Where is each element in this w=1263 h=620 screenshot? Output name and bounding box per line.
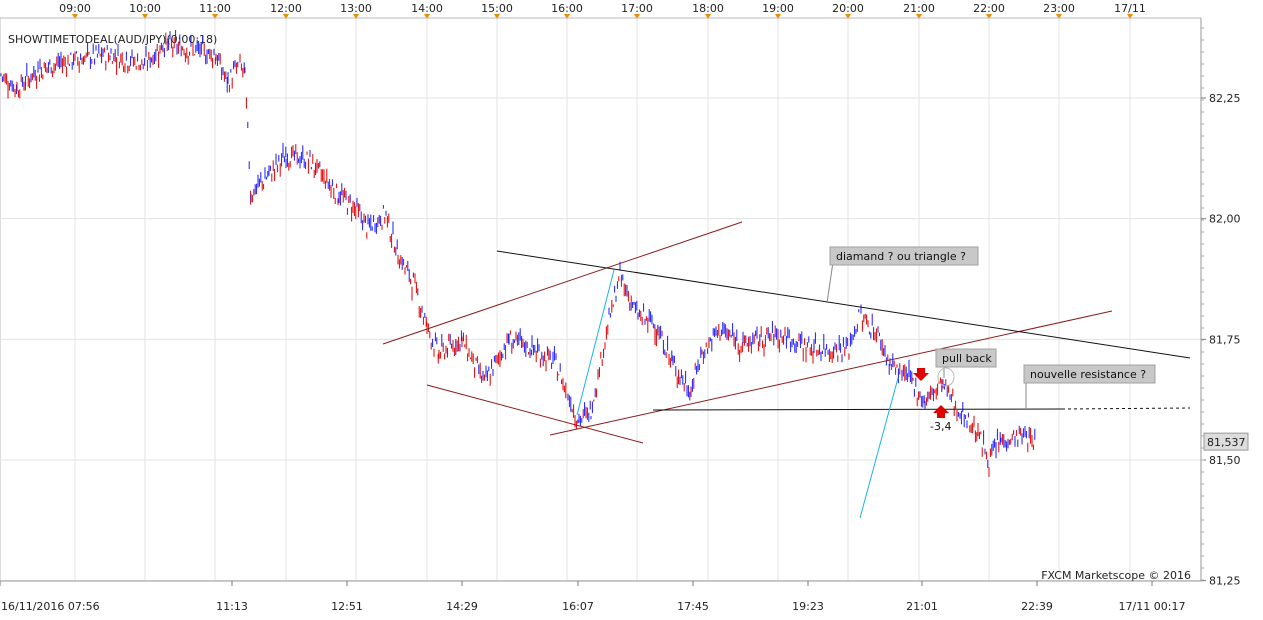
horizontal-support-line [652, 408, 1063, 411]
top-time-tick: 20:00 [832, 2, 864, 15]
buy-arrow-icon [933, 405, 949, 418]
top-time-tick: 13:00 [340, 2, 372, 15]
candles-group [0, 30, 1036, 477]
y-tick-label: 81,25 [1209, 575, 1241, 588]
annotation-delta: -3,4 [930, 420, 951, 433]
bottom-time-tick: 16:07 [562, 600, 594, 613]
time-marker-icon [424, 14, 430, 19]
y-tick-label: 81,75 [1209, 333, 1241, 346]
top-time-tick: 16:00 [551, 2, 583, 15]
top-time-tick: 11:00 [199, 2, 231, 15]
bottom-time-tick: 19:23 [792, 600, 824, 613]
time-marker-icon [564, 14, 570, 19]
time-marker-icon [775, 14, 781, 19]
last-price-label: 81,537 [1207, 436, 1246, 449]
bottom-time-tick: 17:45 [677, 600, 709, 613]
time-marker-icon [634, 14, 640, 19]
bottom-time-tick: 16/11/2016 07:56 [1, 600, 100, 613]
bottom-time-tick: 14:29 [446, 600, 478, 613]
y-tick-label: 82,00 [1209, 213, 1241, 226]
time-marker-icon [1127, 14, 1133, 19]
top-time-tick: 10:00 [129, 2, 161, 15]
sell-arrow-icon [913, 368, 929, 381]
annotation-diamond-box [829, 246, 979, 266]
time-marker-icon [986, 14, 992, 19]
time-marker-icon [212, 14, 218, 19]
time-marker-icon [916, 14, 922, 19]
top-time-tick: 18:00 [692, 2, 724, 15]
cyan-impulse-line [576, 269, 615, 416]
top-time-tick: 12:00 [270, 2, 302, 15]
time-marker-icon [72, 14, 78, 19]
top-time-tick: 17:00 [621, 2, 653, 15]
bottom-time-tick: 21:01 [906, 600, 938, 613]
top-time-tick: 09:00 [59, 2, 91, 15]
last-price-box [1203, 432, 1249, 451]
bottom-time-tick: 12:51 [331, 600, 363, 613]
top-time-tick: 21:00 [903, 2, 935, 15]
trendline-upper-channel [382, 221, 743, 345]
annotation-resistance: nouvelle resistance ? [1030, 368, 1146, 381]
top-time-tick: 22:00 [973, 2, 1005, 15]
top-time-tick: 23:00 [1043, 2, 1075, 15]
top-time-tick: 14:00 [411, 2, 443, 15]
annotation-pullback: pull back [942, 352, 992, 365]
watermark-text: FXCM Marketscope © 2016 [1041, 569, 1191, 582]
annotation-connector [826, 261, 834, 304]
time-marker-icon [353, 14, 359, 19]
y-tick-label: 82,25 [1209, 92, 1241, 105]
annotation-resistance-box [1023, 364, 1156, 384]
annotation-diamond: diamand ? ou triangle ? [836, 250, 966, 263]
top-time-tick: 15:00 [481, 2, 513, 15]
time-marker-icon [845, 14, 851, 19]
y-tick-label: 81,50 [1209, 454, 1241, 467]
bottom-time-tick: 22:39 [1021, 600, 1053, 613]
time-marker-icon [494, 14, 500, 19]
chart-title: SHOWTIMETODEAL(AUD/JPY)(0:00:18) [8, 33, 217, 46]
time-marker-icon [705, 14, 711, 19]
annotation-pullback-box [935, 348, 997, 368]
cyan-projection-line [859, 377, 899, 519]
top-axis [0, 0, 1263, 18]
bottom-time-tick: 11:13 [216, 600, 248, 613]
time-marker-icon [1056, 14, 1062, 19]
trendline-descending-resistance [496, 250, 1191, 359]
top-time-tick: 17/11 [1114, 2, 1146, 15]
plot-area [0, 17, 1202, 582]
bottom-time-tick: 17/11 00:17 [1119, 600, 1186, 613]
top-time-tick: 19:00 [762, 2, 794, 15]
trendline-lower-wedge [426, 384, 644, 444]
time-marker-icon [283, 14, 289, 19]
pullback-circle-icon [937, 367, 955, 387]
time-marker-icon [142, 14, 148, 19]
